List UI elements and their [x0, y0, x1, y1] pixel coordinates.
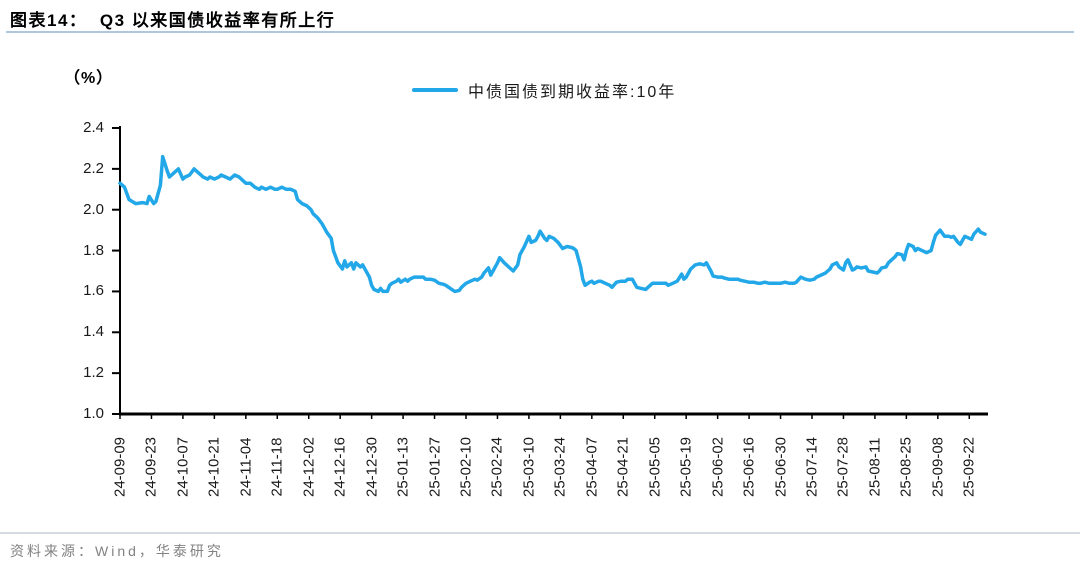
title-rule [6, 31, 1074, 33]
x-tick-label: 25-06-02 [709, 436, 727, 498]
x-tick-label: 25-05-05 [646, 436, 664, 498]
x-tick-label: 24-12-30 [363, 436, 381, 498]
x-tick-label: 25-05-19 [677, 436, 695, 498]
legend-line-swatch [412, 88, 458, 92]
y-tick-label: 1.6 [83, 282, 104, 300]
x-tick-label: 25-08-11 [866, 437, 884, 497]
x-tick-label: 25-02-10 [457, 436, 475, 498]
x-tick-label: 25-06-16 [740, 436, 758, 498]
x-tick-label: 25-07-14 [803, 436, 821, 498]
y-tick-label: 1.8 [83, 241, 104, 259]
x-tick-label: 24-12-16 [331, 436, 349, 498]
y-axis-unit-label: （%） [64, 70, 114, 87]
x-tick-label: 25-01-27 [426, 436, 444, 498]
x-tick-label: 25-01-13 [394, 436, 412, 498]
x-tick-label: 25-04-21 [614, 436, 632, 498]
x-tick-label: 24-11-18 [268, 437, 286, 497]
x-tick-label: 24-10-07 [174, 436, 192, 498]
x-tick-label: 24-12-02 [300, 436, 318, 498]
x-tick-label: 24-09-09 [111, 436, 129, 498]
source-note: 资料来源：Wind，华泰研究 [10, 543, 224, 559]
y-tick-label: 2.4 [83, 119, 104, 136]
x-tick-label: 25-09-22 [960, 436, 978, 498]
footer-rule [0, 532, 1080, 534]
figure-title: 图表14： Q3 以来国债收益率有所上行 [10, 11, 336, 30]
yield-line [118, 154, 987, 294]
x-tick-label: 25-04-07 [583, 436, 601, 498]
y-tick-label: 1.2 [83, 364, 104, 382]
x-tick-label: 24-10-21 [205, 436, 223, 498]
x-tick-label: 25-02-24 [488, 436, 506, 498]
x-tick-label: 25-03-24 [551, 436, 569, 498]
x-tick-label: 25-09-08 [929, 436, 947, 498]
y-tick-label: 1.0 [83, 405, 104, 422]
x-tick-label: 25-06-30 [772, 436, 790, 498]
legend-label: 中债国债到期收益率:10年 [468, 84, 677, 101]
x-tick-label: 25-08-25 [897, 436, 915, 498]
x-tick-label: 24-09-23 [142, 436, 160, 498]
y-tick-label: 2.2 [83, 159, 104, 177]
y-tick-label: 2.0 [83, 200, 104, 218]
x-tick-label: 25-07-28 [834, 436, 852, 498]
x-tick-label: 25-03-10 [520, 436, 538, 498]
x-tick-label: 24-11-04 [237, 437, 255, 497]
legend: 中债国债到期收益率:10年 [412, 78, 676, 102]
y-tick-label: 1.4 [83, 323, 104, 341]
